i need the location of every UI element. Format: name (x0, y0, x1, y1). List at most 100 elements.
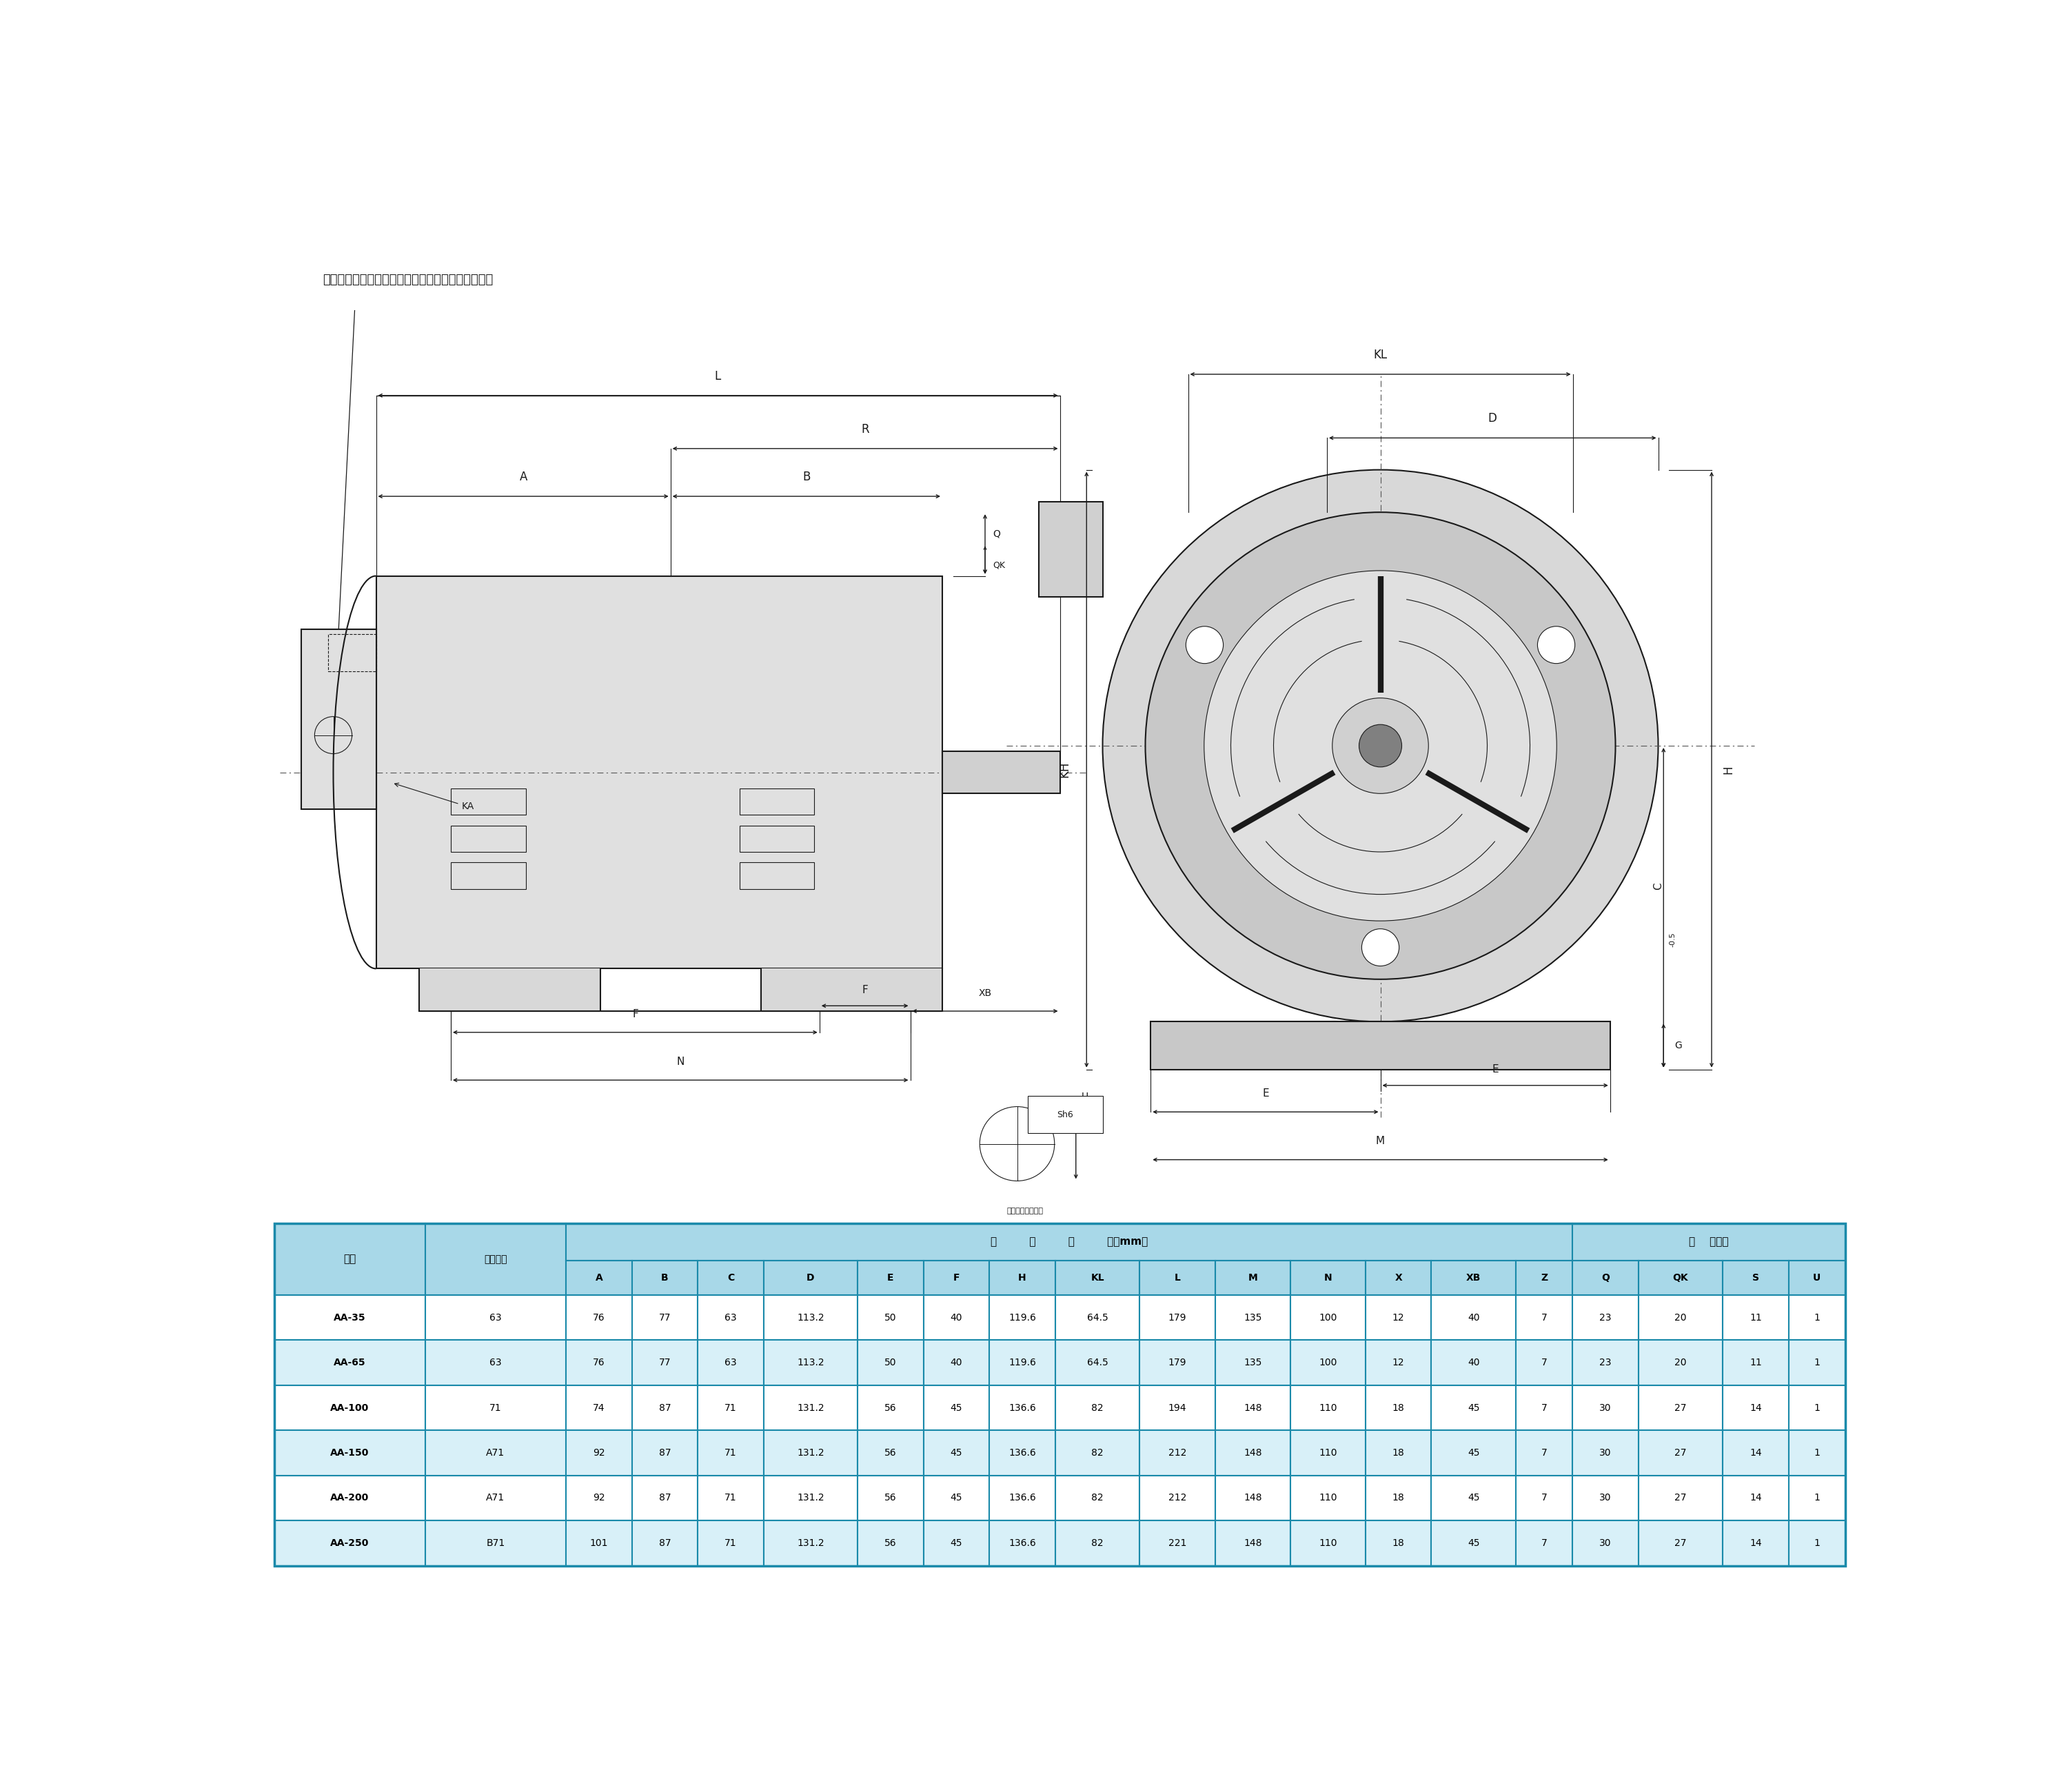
Text: A: A (596, 1272, 602, 1283)
Bar (567, 1224, 1572, 1260)
Bar (1789, 1260, 1845, 1296)
Bar (1139, 1521, 1216, 1566)
Bar (763, 1260, 858, 1296)
Text: 30: 30 (1599, 1538, 1611, 1548)
Bar (1572, 1260, 1638, 1296)
Text: 131.2: 131.2 (796, 1538, 825, 1548)
Text: リード線は端子笱の上下両方向から引出可能です。: リード線は端子笱の上下両方向から引出可能です。 (323, 274, 492, 287)
Bar (858, 1385, 924, 1430)
Bar (329, 634, 376, 672)
Text: AA-65: AA-65 (333, 1358, 366, 1367)
Text: X: X (1394, 1272, 1402, 1283)
Bar (1723, 1385, 1789, 1430)
Text: L: L (1175, 1272, 1181, 1283)
Text: B: B (662, 1272, 668, 1283)
Text: XB: XB (978, 987, 993, 998)
Bar (1055, 1521, 1139, 1566)
Bar (1638, 1430, 1723, 1475)
Bar (1638, 1385, 1723, 1430)
Text: 82: 82 (1092, 1448, 1104, 1457)
Text: 131.2: 131.2 (796, 1448, 825, 1457)
Bar (1139, 1475, 1216, 1521)
Text: 71: 71 (490, 1403, 503, 1412)
Text: QK: QK (993, 561, 1005, 570)
Bar (275, 1521, 426, 1566)
Text: 18: 18 (1392, 1493, 1404, 1503)
Text: F: F (862, 986, 869, 995)
Text: 14: 14 (1750, 1448, 1762, 1457)
Text: 148: 148 (1243, 1493, 1261, 1503)
Bar (989, 1340, 1055, 1385)
Text: 1: 1 (1814, 1493, 1820, 1503)
Text: N: N (676, 1057, 685, 1066)
Text: 212: 212 (1168, 1448, 1187, 1457)
Text: 212: 212 (1168, 1493, 1187, 1503)
Text: AA-35: AA-35 (333, 1314, 366, 1322)
Text: 14: 14 (1750, 1493, 1762, 1503)
Text: 56: 56 (885, 1403, 898, 1412)
Bar (763, 1296, 858, 1340)
Text: 品番: 品番 (343, 1254, 356, 1265)
Bar (989, 1385, 1055, 1430)
Bar (1365, 1475, 1431, 1521)
Bar (740, 788, 815, 815)
Text: 148: 148 (1243, 1448, 1261, 1457)
Bar (1789, 1521, 1845, 1566)
Bar (1572, 1430, 1638, 1475)
Bar (275, 1296, 426, 1340)
Text: 56: 56 (885, 1493, 898, 1503)
Text: 7: 7 (1541, 1314, 1547, 1322)
Bar (1572, 1385, 1638, 1430)
Polygon shape (418, 969, 600, 1011)
Bar (567, 1340, 633, 1385)
Text: 119.6: 119.6 (1009, 1314, 1036, 1322)
Bar (1572, 1340, 1638, 1385)
Text: 18: 18 (1392, 1448, 1404, 1457)
Text: 45: 45 (1468, 1448, 1481, 1457)
Text: F: F (633, 1009, 639, 1020)
Text: 77: 77 (660, 1314, 670, 1322)
Bar (989, 1475, 1055, 1521)
Text: 12: 12 (1392, 1358, 1404, 1367)
Text: 45: 45 (951, 1448, 962, 1457)
Circle shape (1537, 627, 1576, 663)
Bar (697, 1260, 763, 1296)
Text: 45: 45 (951, 1403, 962, 1412)
Text: Q: Q (1601, 1272, 1609, 1283)
Bar (1365, 1296, 1431, 1340)
Bar (1516, 1430, 1572, 1475)
Text: 23: 23 (1599, 1314, 1611, 1322)
Bar (697, 1521, 763, 1566)
Bar (633, 1521, 697, 1566)
Text: AA-150: AA-150 (331, 1448, 370, 1457)
Text: KA: KA (395, 783, 474, 812)
Text: 軸    端寸法: 軸 端寸法 (1690, 1236, 1729, 1247)
Bar (1516, 1521, 1572, 1566)
Bar (1216, 1340, 1290, 1385)
Bar (633, 1340, 697, 1385)
Bar (451, 862, 525, 889)
Bar (1139, 1296, 1216, 1340)
Text: 136.6: 136.6 (1009, 1403, 1036, 1412)
Circle shape (980, 1107, 1055, 1181)
Bar (1789, 1296, 1845, 1340)
Text: 45: 45 (1468, 1538, 1481, 1548)
Text: KL: KL (1090, 1272, 1104, 1283)
Bar (1723, 1260, 1789, 1296)
Text: A: A (519, 471, 527, 484)
Bar (426, 1430, 567, 1475)
Circle shape (1185, 627, 1224, 663)
Circle shape (1359, 724, 1402, 767)
Bar (858, 1296, 924, 1340)
Text: QK: QK (1673, 1272, 1687, 1283)
Bar (1516, 1340, 1572, 1385)
Bar (1723, 1296, 1789, 1340)
Text: 110: 110 (1319, 1403, 1338, 1412)
Text: G: G (1675, 1041, 1681, 1050)
Text: 71: 71 (724, 1448, 736, 1457)
Bar (1431, 1521, 1516, 1566)
Bar (275, 1340, 426, 1385)
Text: 20: 20 (1675, 1314, 1687, 1322)
Bar (426, 1224, 567, 1296)
Text: 63: 63 (724, 1358, 736, 1367)
